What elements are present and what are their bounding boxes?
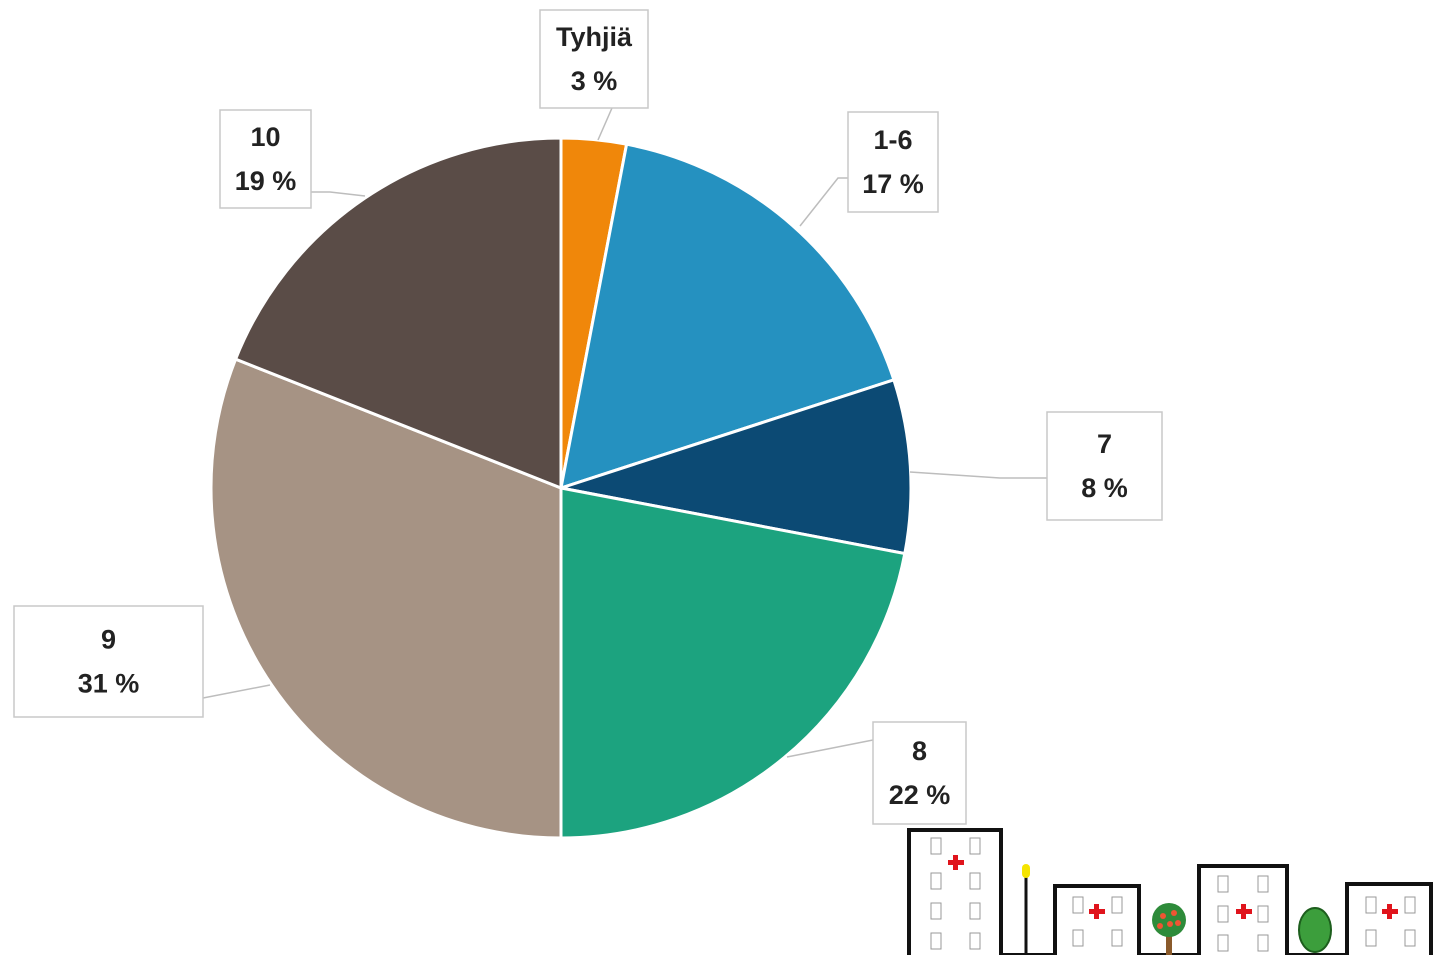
- leader-line: [800, 178, 848, 226]
- chart: Tyhjiä 3 % 1-6 17 % 7 8 % 8 22 % 9 31 % 10 19 %: [0, 0, 1443, 955]
- label-box: [14, 606, 203, 717]
- pie: [211, 138, 911, 838]
- category-label: 9: [101, 625, 116, 655]
- category-label: 10: [250, 122, 280, 152]
- leader-line: [311, 192, 365, 196]
- value-label: 31 %: [78, 669, 140, 699]
- category-label: Tyhjiä: [556, 22, 633, 52]
- value-label: 8 %: [1081, 473, 1128, 503]
- leader-line: [910, 472, 1047, 478]
- decoration: [909, 830, 1431, 955]
- category-label: 7: [1097, 429, 1112, 459]
- value-label: 3 %: [571, 66, 618, 96]
- leader-line: [598, 108, 612, 140]
- leader-line: [203, 685, 270, 698]
- value-label: 19 %: [235, 166, 297, 196]
- value-label: 17 %: [862, 169, 924, 199]
- category-label: 1-6: [873, 125, 912, 155]
- category-label: 8: [912, 736, 927, 766]
- value-label: 22 %: [889, 780, 951, 810]
